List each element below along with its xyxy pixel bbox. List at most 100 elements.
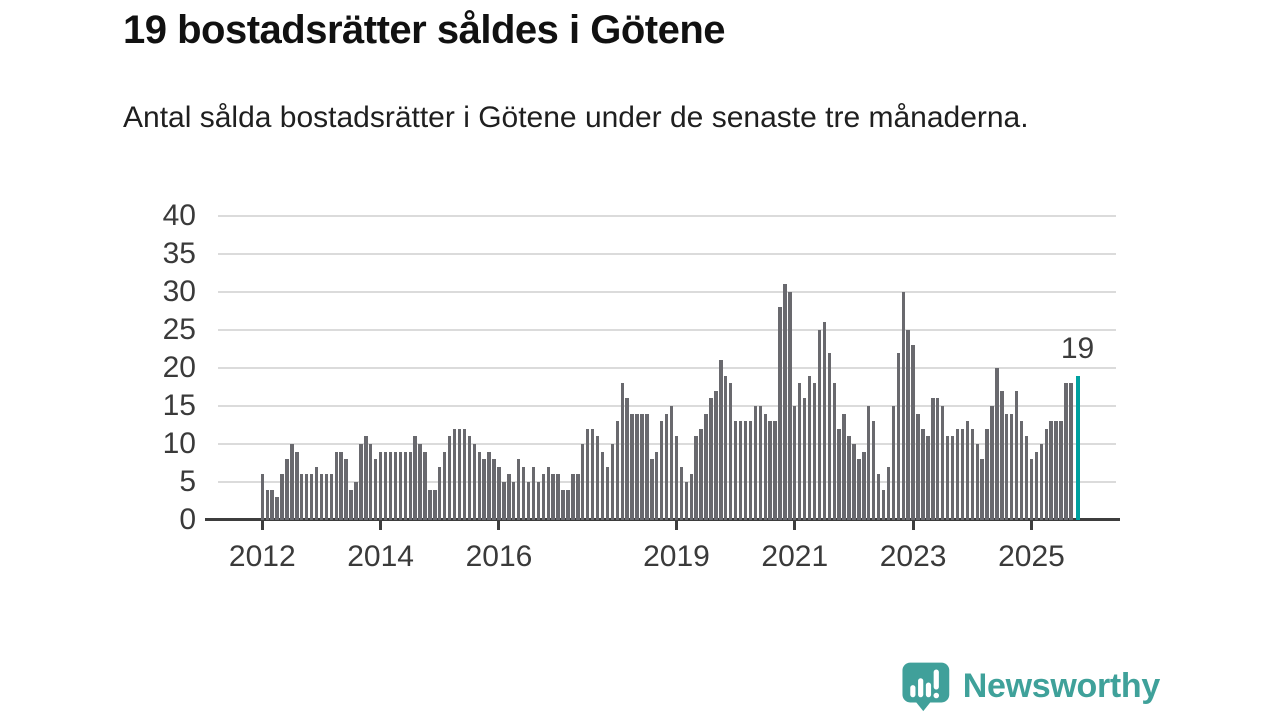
chart-bar-2025-02 <box>1034 451 1039 520</box>
chart-bar-2012-08 <box>295 451 299 520</box>
chart-bar-2012-07 <box>290 444 294 520</box>
chart-bar-2012-03 <box>270 489 274 520</box>
chart-bar-2017-01 <box>556 474 560 520</box>
chart-bar-2016-08 <box>531 466 536 520</box>
chart-bar-2019-09 <box>714 390 718 520</box>
chart-bar-2017-11 <box>605 466 610 520</box>
chart-bar-2014-11 <box>428 489 432 520</box>
chart-bar-2024-06 <box>995 368 999 520</box>
chart-bar-2012-06 <box>285 459 289 520</box>
chart-bar-2016-06 <box>521 466 526 520</box>
chart-bar-2025-04 <box>1044 428 1048 520</box>
chart-bar-2018-05 <box>635 413 639 520</box>
chart-bar-2023-12 <box>965 421 970 520</box>
chart-bar-2018-12 <box>669 406 674 520</box>
chart-bar-2016-09 <box>536 482 541 520</box>
chart-bar-2018-10 <box>659 421 664 520</box>
y-axis-label-10: 10 <box>162 427 196 460</box>
chart-bar-2025-05 <box>1049 421 1053 520</box>
chart-bar-2012-02 <box>265 489 269 520</box>
chart-bar-2018-07 <box>645 413 649 520</box>
chart-bar-2015-01 <box>438 466 442 520</box>
chart-bar-2015-04 <box>452 428 457 520</box>
chart-bar-2022-10 <box>896 352 901 520</box>
chart-bar-2013-08 <box>354 482 358 520</box>
chart-bar-2013-06 <box>344 459 348 520</box>
chart-bar-2014-07 <box>408 451 412 520</box>
chart-bar-2024-03 <box>980 459 984 520</box>
chart-bar-2022-12 <box>906 330 910 520</box>
chart-bar-2024-10 <box>1014 390 1019 520</box>
chart-bar-2025-01 <box>1029 459 1034 520</box>
chart-bar-2019-01 <box>674 436 679 520</box>
chart-bar-2021-12 <box>847 436 851 520</box>
x-axis-tick-2019 <box>674 521 678 530</box>
chart-bar-2021-07 <box>822 322 827 520</box>
chart-bar-2021-04 <box>807 375 812 520</box>
chart-bar-2024-02 <box>975 444 979 520</box>
chart-bar-2015-08 <box>472 444 476 520</box>
chart-bar-2021-10 <box>837 428 841 520</box>
chart-bar-2017-03 <box>566 489 570 520</box>
chart-bar-2023-09 <box>950 436 955 520</box>
chart-bar-2016-12 <box>551 474 555 520</box>
chart-bar-2015-11 <box>487 451 491 520</box>
chart-bar-2023-07 <box>941 406 945 520</box>
chart-bar-2014-08 <box>413 436 417 520</box>
chart-bar-2014-10 <box>423 451 427 520</box>
chart-bar-2015-09 <box>477 451 481 520</box>
chart-bar-highlight-latest <box>1075 375 1080 520</box>
chart-bar-2022-06 <box>876 474 881 520</box>
y-axis-label-5: 5 <box>179 465 196 498</box>
y-axis-label-0: 0 <box>179 503 196 536</box>
chart-bar-2020-07 <box>763 413 767 520</box>
chart-bar-2020-03 <box>743 421 748 520</box>
chart-bar-2019-11 <box>724 375 728 520</box>
chart-bar-2021-09 <box>832 383 836 520</box>
x-axis-label-2025: 2025 <box>998 540 1065 573</box>
chart-bar-2020-09 <box>773 421 777 520</box>
chart-bar-2022-02 <box>857 459 861 520</box>
chart-bar-2020-02 <box>738 421 743 520</box>
gridline-y-20 <box>218 367 1116 369</box>
brand-name: Newsworthy <box>962 666 1161 705</box>
chart-bar-2024-12 <box>1024 436 1029 520</box>
chart-bar-2016-02 <box>502 482 506 520</box>
chart-bar-2013-05 <box>339 451 343 520</box>
chart-bar-2024-11 <box>1019 421 1024 520</box>
y-axis-label-25: 25 <box>162 313 196 346</box>
chart-bar-2014-05 <box>398 451 403 520</box>
gridline-y-40 <box>218 215 1116 217</box>
y-axis-label-35: 35 <box>162 237 196 270</box>
chart-bar-2017-04 <box>571 474 575 520</box>
chart-bar-2015-05 <box>457 428 462 520</box>
chart-bar-2019-06 <box>699 428 703 520</box>
chart-bar-2016-11 <box>546 466 550 520</box>
chart-bar-2013-03 <box>329 474 334 520</box>
chart-bar-2016-04 <box>512 482 516 520</box>
chart-bar-2014-12 <box>433 489 437 520</box>
chart-bar-2012-12 <box>314 466 319 520</box>
chart-bar-2015-12 <box>492 459 496 520</box>
chart-bar-2016-07 <box>526 482 531 520</box>
chart-bar-2019-05 <box>694 436 698 520</box>
chart-bar-2016-10 <box>541 474 546 520</box>
y-axis-label-30: 30 <box>162 275 196 308</box>
y-axis-label-20: 20 <box>162 351 196 384</box>
chart-bar-2013-04 <box>334 451 338 520</box>
chart-bar-2012-09 <box>300 474 304 520</box>
chart-bar-2024-04 <box>985 428 989 520</box>
chart-bar-2023-08 <box>945 436 950 520</box>
chart-bar-2013-12 <box>374 459 378 520</box>
chart-bar-2024-01 <box>970 428 974 520</box>
chart-bar-2017-12 <box>610 444 615 520</box>
chart-bar-2023-10 <box>955 428 960 520</box>
chart-bar-2019-04 <box>689 474 693 520</box>
chart-subtitle: Antal sålda bostadsrätter i Götene under… <box>123 101 1029 134</box>
chart-bar-2022-07 <box>881 489 886 520</box>
chart-bar-2013-02 <box>324 474 329 520</box>
chart-bar-2013-07 <box>349 489 353 520</box>
chart-bar-2019-08 <box>709 398 713 520</box>
chart-bar-2024-07 <box>1000 390 1004 520</box>
chart-bar-2019-02 <box>679 466 684 520</box>
